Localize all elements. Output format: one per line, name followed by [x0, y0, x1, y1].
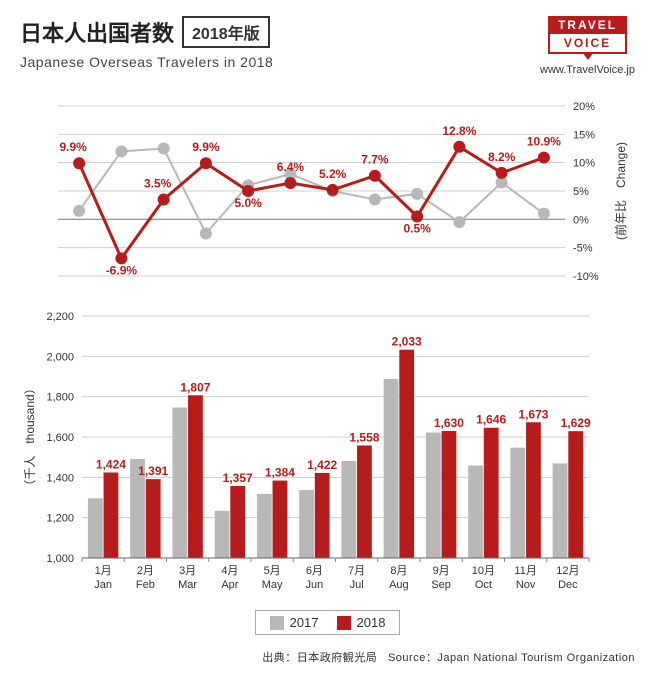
svg-text:10月: 10月: [472, 565, 495, 577]
legend-swatch: [337, 616, 351, 630]
svg-text:1,800: 1,800: [46, 392, 74, 404]
svg-text:8.2%: 8.2%: [488, 150, 516, 164]
svg-text:-5%: -5%: [573, 243, 593, 255]
source-line: 出典：日本政府観光局 Source：Japan National Tourism…: [20, 649, 635, 665]
title-row: 日本人出国者数 2018年版: [20, 16, 273, 48]
svg-text:1,629: 1,629: [561, 416, 591, 430]
svg-text:Apr: Apr: [221, 579, 238, 591]
page-container: 日本人出国者数 2018年版 Japanese Overseas Travele…: [0, 0, 655, 681]
charts-area: -10% -5% 0% 5% 10% 15% 20% (前年比 Change) 9.9% -6.9…: [20, 86, 635, 606]
svg-text:9月: 9月: [433, 565, 450, 577]
legend-item: 2017: [270, 615, 319, 630]
legend-item: 2018: [337, 615, 386, 630]
title-jp: 日本人出国者数: [20, 16, 174, 48]
svg-text:Oct: Oct: [475, 579, 492, 591]
legend-label: 2018: [357, 615, 386, 630]
svg-text:1,600: 1,600: [46, 432, 74, 444]
svg-text:4月: 4月: [221, 565, 238, 577]
svg-text:1,391: 1,391: [138, 464, 168, 478]
svg-text:11月: 11月: [514, 565, 536, 577]
svg-text:15%: 15%: [573, 129, 595, 141]
svg-text:Aug: Aug: [389, 579, 409, 591]
travel-voice-logo: TRAVEL VOICE: [548, 16, 627, 54]
svg-text:2,033: 2,033: [392, 335, 422, 349]
svg-text:9.9%: 9.9%: [192, 140, 220, 154]
legend-swatch: [270, 616, 284, 630]
svg-text:Jun: Jun: [306, 579, 324, 591]
svg-text:Feb: Feb: [136, 579, 155, 591]
svg-text:12月: 12月: [556, 565, 579, 577]
svg-text:1,400: 1,400: [46, 472, 74, 484]
svg-text:(前年比 Change): (前年比 Change): [613, 142, 628, 240]
svg-text:Mar: Mar: [178, 579, 197, 591]
svg-text:Sep: Sep: [431, 579, 451, 591]
svg-text:Nov: Nov: [516, 579, 536, 591]
svg-text:1,422: 1,422: [307, 458, 337, 472]
svg-text:9.9%: 9.9%: [59, 140, 87, 154]
svg-text:5月: 5月: [264, 565, 281, 577]
logo-bottom: VOICE: [548, 34, 627, 54]
logo-top: TRAVEL: [548, 16, 627, 34]
svg-text:12.8%: 12.8%: [442, 124, 476, 138]
logo-block: TRAVEL VOICE www.TravelVoice.jp: [540, 16, 635, 76]
title-block: 日本人出国者数 2018年版 Japanese Overseas Travele…: [20, 16, 273, 70]
source-en: Source：Japan National Tourism Organizati…: [388, 652, 635, 664]
svg-text:2,000: 2,000: [46, 351, 74, 363]
site-url: www.TravelVoice.jp: [540, 64, 635, 76]
svg-text:2,200: 2,200: [46, 311, 74, 323]
svg-text:7月: 7月: [348, 565, 365, 577]
svg-text:Jan: Jan: [94, 579, 112, 591]
svg-text:10%: 10%: [573, 158, 595, 170]
svg-text:1,558: 1,558: [349, 430, 379, 444]
svg-text:10.9%: 10.9%: [527, 135, 561, 149]
svg-text:3月: 3月: [179, 565, 196, 577]
svg-text:1,357: 1,357: [223, 471, 253, 485]
svg-text:5.2%: 5.2%: [319, 167, 347, 181]
svg-text:1,384: 1,384: [265, 466, 295, 480]
svg-text:Dec: Dec: [558, 579, 578, 591]
bar-chart: 1,000 1,200 1,400 1,600 1,800 2,000 2,200 （千人 t…: [20, 286, 635, 606]
legend-label: 2017: [290, 615, 319, 630]
svg-text:（千人 thousand）: （千人 thousand）: [23, 382, 37, 491]
subtitle-en: Japanese Overseas Travelers in 2018: [20, 54, 273, 70]
legend-box: 2017 2018: [255, 610, 401, 635]
svg-text:8月: 8月: [390, 565, 407, 577]
svg-text:1月: 1月: [95, 565, 112, 577]
svg-text:20%: 20%: [573, 101, 595, 113]
source-jp: 出典：日本政府観光局: [262, 652, 377, 664]
svg-text:6.4%: 6.4%: [277, 160, 305, 174]
header: 日本人出国者数 2018年版 Japanese Overseas Travele…: [20, 16, 635, 76]
svg-text:0.5%: 0.5%: [403, 222, 431, 236]
svg-text:5.0%: 5.0%: [234, 196, 262, 210]
svg-text:1,673: 1,673: [518, 407, 548, 421]
svg-text:3.5%: 3.5%: [144, 177, 172, 191]
svg-text:2月: 2月: [137, 565, 154, 577]
line-chart: -10% -5% 0% 5% 10% 15% 20% (前年比 Change) 9.9% -6.9…: [20, 86, 635, 286]
svg-text:6月: 6月: [306, 565, 323, 577]
svg-text:1,807: 1,807: [180, 380, 210, 394]
svg-text:Jul: Jul: [350, 579, 364, 591]
svg-text:7.7%: 7.7%: [361, 153, 389, 167]
svg-text:1,424: 1,424: [96, 457, 126, 471]
svg-text:1,000: 1,000: [46, 553, 74, 565]
svg-text:-10%: -10%: [573, 271, 599, 283]
svg-text:1,630: 1,630: [434, 416, 464, 430]
svg-text:0%: 0%: [573, 214, 589, 226]
svg-text:-6.9%: -6.9%: [106, 263, 138, 277]
svg-text:1,200: 1,200: [46, 513, 74, 525]
svg-text:1,646: 1,646: [476, 413, 506, 427]
svg-text:May: May: [262, 579, 283, 591]
legend: 2017 2018: [20, 610, 635, 635]
svg-text:5%: 5%: [573, 186, 589, 198]
year-badge: 2018年版: [182, 16, 270, 48]
